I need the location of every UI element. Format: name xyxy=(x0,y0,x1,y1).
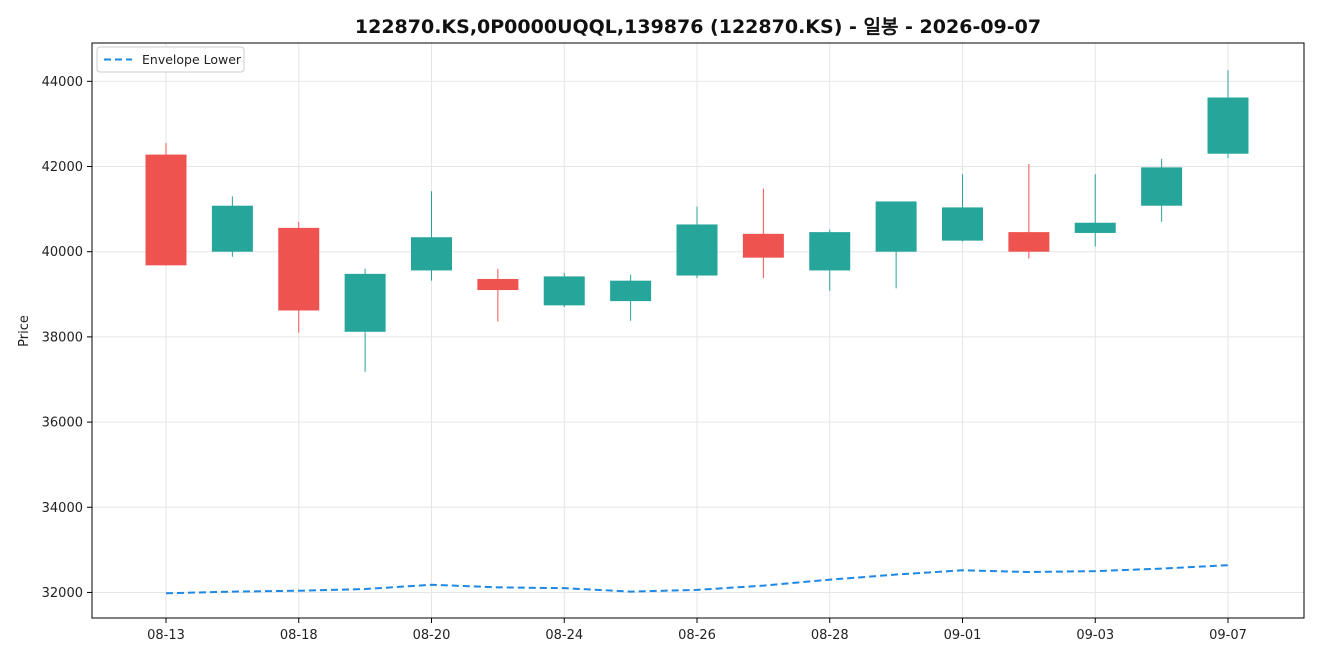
chart-title: 122870.KS,0P0000UQQL,139876 (122870.KS) … xyxy=(355,16,1041,38)
candle-body xyxy=(676,224,718,276)
x-tick-label: 08-28 xyxy=(811,628,849,643)
candle-body xyxy=(411,237,452,271)
candle xyxy=(344,268,386,372)
candle-body xyxy=(145,154,187,266)
candle xyxy=(1008,163,1050,259)
y-tick-label: 36000 xyxy=(42,416,83,431)
x-tick-label: 08-13 xyxy=(147,628,185,643)
y-tick-label: 42000 xyxy=(42,160,83,175)
legend: Envelope Lower xyxy=(96,46,245,73)
y-tick-label: 38000 xyxy=(42,330,83,345)
candle-body xyxy=(543,276,585,306)
candle-body xyxy=(1008,232,1050,252)
candle xyxy=(742,188,784,279)
y-tick-label: 44000 xyxy=(42,75,83,90)
y-axis-label: Price xyxy=(17,315,32,347)
candle xyxy=(676,206,718,279)
candle xyxy=(411,191,452,281)
x-tick-label: 08-24 xyxy=(545,628,583,643)
candle xyxy=(278,221,320,333)
y-tick-label: 34000 xyxy=(42,501,83,516)
candle-body xyxy=(211,205,253,252)
candle-body xyxy=(477,278,519,291)
x-tick-label: 09-07 xyxy=(1209,628,1247,643)
candle xyxy=(477,268,519,322)
candle-body xyxy=(1141,167,1183,206)
x-axis: 08-13 08-18 08-20 08-24 08-26 08-28 09-01 09-03… xyxy=(147,618,1247,643)
candle-body xyxy=(875,201,917,252)
candle xyxy=(1074,174,1116,247)
candle xyxy=(211,196,253,257)
candle xyxy=(145,143,187,266)
candle xyxy=(942,174,983,242)
y-axis: 32000 34000 36000 38000 40000 42000 44000 xyxy=(42,75,92,601)
x-tick-label: 09-03 xyxy=(1076,628,1114,643)
x-tick-label: 09-01 xyxy=(944,628,982,643)
candle-body xyxy=(1207,97,1249,154)
candles-group xyxy=(145,70,1249,372)
candle-body xyxy=(742,233,784,258)
candle-body xyxy=(1074,222,1116,233)
candle xyxy=(610,274,652,321)
plot-frame xyxy=(91,42,1305,619)
candle xyxy=(543,273,585,308)
candle-body xyxy=(809,232,851,271)
candle xyxy=(809,229,851,291)
candle xyxy=(875,201,917,289)
y-tick-label: 32000 xyxy=(42,586,83,601)
y-tick-label: 40000 xyxy=(42,245,83,260)
x-tick-label: 08-18 xyxy=(280,628,318,643)
x-tick-label: 08-26 xyxy=(678,628,716,643)
candle xyxy=(1207,70,1249,158)
legend-label-envelope-lower: Envelope Lower xyxy=(142,52,242,67)
candle-body xyxy=(344,273,386,332)
candle-body xyxy=(942,207,983,241)
candle xyxy=(1141,158,1183,222)
x-tick-label: 08-20 xyxy=(413,628,451,643)
candle-body xyxy=(278,227,320,311)
candle-body xyxy=(610,280,652,302)
legend-box xyxy=(96,46,245,73)
envelope-lower-line xyxy=(165,564,1229,595)
